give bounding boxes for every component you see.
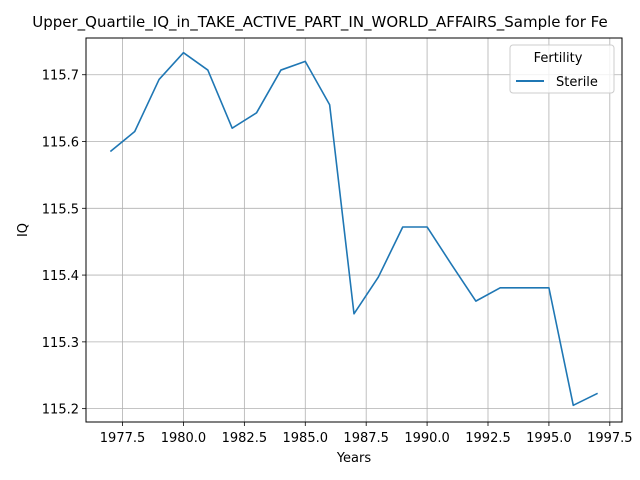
data-point <box>450 263 452 265</box>
x-tick-label: 1997.5 <box>587 431 633 446</box>
data-point <box>499 287 501 289</box>
x-tick-label: 1982.5 <box>222 431 268 446</box>
x-tick-label: 1980.0 <box>161 431 207 446</box>
data-point <box>572 404 574 406</box>
y-tick-label: 115.7 <box>42 69 79 84</box>
data-point <box>304 60 306 62</box>
data-point <box>158 78 160 80</box>
axis-ticks: 1977.5 1980.0 1982.5 1985.0 1987.5 1990.0 1992… <box>42 69 633 446</box>
legend-title: Fertility <box>534 51 583 66</box>
data-point <box>402 226 404 228</box>
y-tick-label: 115.6 <box>42 136 79 151</box>
y-tick-label: 115.3 <box>42 336 79 351</box>
x-tick-label: 1992.5 <box>465 431 511 446</box>
x-axis-label: Years <box>336 451 372 466</box>
data-point <box>426 226 428 228</box>
data-point <box>280 69 282 71</box>
y-tick-label: 115.5 <box>42 202 79 217</box>
legend-label-sterile: Sterile <box>556 75 598 90</box>
data-point <box>328 104 330 106</box>
data-point <box>523 287 525 289</box>
series-layer <box>109 51 598 407</box>
data-point <box>377 276 379 278</box>
data-point <box>255 112 257 114</box>
grid <box>86 38 622 422</box>
data-point <box>182 51 184 53</box>
y-tick-label: 115.2 <box>42 403 79 418</box>
x-tick-label: 1990.0 <box>404 431 450 446</box>
data-point <box>353 313 355 315</box>
x-tick-label: 1977.5 <box>100 431 146 446</box>
y-tick-label: 115.4 <box>42 269 79 284</box>
plot-frame <box>85 37 623 423</box>
y-axis-label: IQ <box>16 223 31 237</box>
data-point <box>109 150 111 152</box>
data-point <box>548 287 550 289</box>
data-point <box>475 300 477 302</box>
data-point <box>231 127 233 129</box>
data-point <box>134 130 136 132</box>
data-point <box>207 69 209 71</box>
series-line-sterile <box>109 51 598 407</box>
legend: Fertility Sterile <box>509 44 615 94</box>
x-tick-label: 1987.5 <box>343 431 389 446</box>
data-point <box>596 392 598 394</box>
x-tick-label: 1995.0 <box>526 431 572 446</box>
chart-title: Upper_Quartile_IQ_in_TAKE_ACTIVE_PART_IN… <box>32 13 607 32</box>
x-tick-label: 1985.0 <box>283 431 329 446</box>
